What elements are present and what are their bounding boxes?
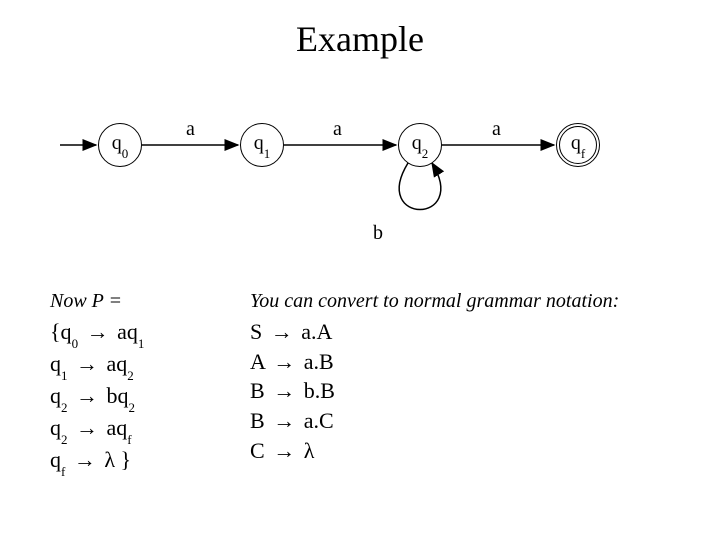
edge-label-a3: a [492, 118, 501, 141]
gram-row: S → a.A [250, 317, 680, 347]
gram-row: C → λ [250, 436, 680, 466]
edge-label-b: b [373, 222, 383, 245]
state-label: q0 [112, 132, 129, 158]
state-label: q1 [254, 132, 271, 158]
state-label: q2 [412, 132, 429, 158]
state-q0: q0 [98, 123, 142, 167]
prod-row: qf → λ } [50, 445, 250, 477]
now-p-header: Now P = [50, 290, 250, 313]
prod-row: q2 → aqf [50, 413, 250, 445]
state-diagram: q0 q1 q2 qf a a a b [0, 100, 720, 280]
productions-right: You can convert to normal grammar notati… [250, 290, 680, 477]
productions-left: Now P = {q0 → aq1 q1 → aq2 q2 → bq2 q2 →… [50, 290, 250, 477]
state-label: qf [571, 132, 585, 158]
grammar-content: Now P = {q0 → aq1 q1 → aq2 q2 → bq2 q2 →… [50, 290, 680, 477]
prod-row: q2 → bq2 [50, 381, 250, 413]
gram-row: A → a.B [250, 347, 680, 377]
prod-row: {q0 → aq1 [50, 317, 250, 349]
page-title: Example [0, 0, 720, 60]
edge-label-a1: a [186, 118, 195, 141]
edge-label-a2: a [333, 118, 342, 141]
state-q1: q1 [240, 123, 284, 167]
state-qf: qf [556, 123, 600, 167]
gram-row: B → a.C [250, 406, 680, 436]
gram-row: B → b.B [250, 376, 680, 406]
prod-row: q1 → aq2 [50, 349, 250, 381]
convert-header: You can convert to normal grammar notati… [250, 290, 680, 313]
state-q2: q2 [398, 123, 442, 167]
